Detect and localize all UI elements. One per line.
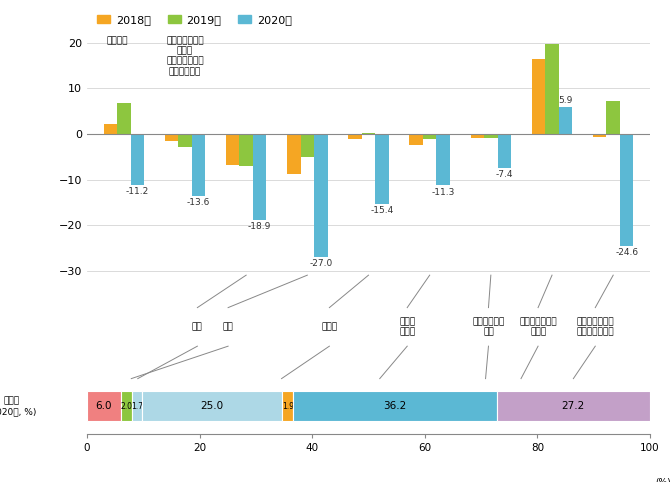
- Text: -24.6: -24.6: [615, 248, 639, 257]
- Bar: [131, 134, 144, 185]
- Bar: [423, 134, 436, 139]
- Bar: [132, 391, 141, 421]
- Text: 衛星メディア
関連: 衛星メディア 関連: [472, 317, 505, 336]
- Bar: [87, 391, 121, 421]
- Text: ラジオ: ラジオ: [322, 322, 338, 332]
- Text: 25.0: 25.0: [200, 401, 224, 411]
- Legend: 2018年, 2019年, 2020年: 2018年, 2019年, 2020年: [92, 10, 296, 29]
- Text: 総広告費: 総広告費: [107, 36, 128, 45]
- Bar: [470, 134, 484, 137]
- Bar: [121, 391, 132, 421]
- Bar: [545, 44, 559, 134]
- Text: -15.4: -15.4: [371, 206, 393, 215]
- Text: -11.3: -11.3: [431, 187, 455, 197]
- Text: 5.9: 5.9: [558, 96, 573, 105]
- Text: 2.0: 2.0: [121, 402, 133, 411]
- Bar: [436, 134, 450, 186]
- Text: 27.2: 27.2: [561, 401, 585, 411]
- Text: プロモーション
メディア広告費: プロモーション メディア広告費: [576, 317, 614, 336]
- Bar: [484, 134, 498, 137]
- Bar: [375, 134, 389, 204]
- Bar: [141, 391, 282, 421]
- Text: 1.9: 1.9: [282, 402, 293, 411]
- Bar: [348, 134, 362, 139]
- Text: 36.2: 36.2: [383, 401, 407, 411]
- Bar: [226, 134, 239, 165]
- Text: -7.4: -7.4: [496, 170, 513, 179]
- Bar: [362, 133, 375, 134]
- Bar: [253, 134, 267, 220]
- Bar: [409, 134, 423, 145]
- Bar: [117, 103, 131, 134]
- Bar: [192, 134, 205, 196]
- Bar: [287, 134, 301, 174]
- Bar: [314, 134, 328, 257]
- Bar: [532, 59, 545, 134]
- Text: 新聞: 新聞: [192, 322, 203, 332]
- Bar: [593, 134, 606, 137]
- Bar: [239, 134, 253, 166]
- Bar: [301, 134, 314, 157]
- Bar: [559, 107, 572, 134]
- Bar: [165, 134, 178, 141]
- Text: 地上波
テレビ: 地上波 テレビ: [399, 317, 415, 336]
- Bar: [606, 101, 620, 134]
- Text: 雑誌: 雑誌: [222, 322, 233, 332]
- Text: -27.0: -27.0: [309, 259, 332, 268]
- Bar: [497, 391, 650, 421]
- Bar: [104, 124, 117, 134]
- Text: 構成比
(2020年, %): 構成比 (2020年, %): [0, 397, 36, 416]
- Text: 6.0: 6.0: [96, 401, 113, 411]
- Bar: [498, 134, 511, 168]
- Bar: [178, 134, 192, 147]
- Text: インターネット
広告費: インターネット 広告費: [519, 317, 557, 336]
- Bar: [620, 134, 633, 246]
- Text: 1.7: 1.7: [131, 402, 143, 411]
- Text: -18.9: -18.9: [248, 222, 271, 231]
- Text: マスコミ四媒体
広告費
（衛星メディア
関連を含む）: マスコミ四媒体 広告費 （衛星メディア 関連を含む）: [166, 36, 204, 76]
- Text: -11.2: -11.2: [126, 187, 149, 196]
- Text: (%): (%): [655, 478, 670, 482]
- Text: -13.6: -13.6: [187, 198, 210, 207]
- Bar: [282, 391, 293, 421]
- Bar: [293, 391, 497, 421]
